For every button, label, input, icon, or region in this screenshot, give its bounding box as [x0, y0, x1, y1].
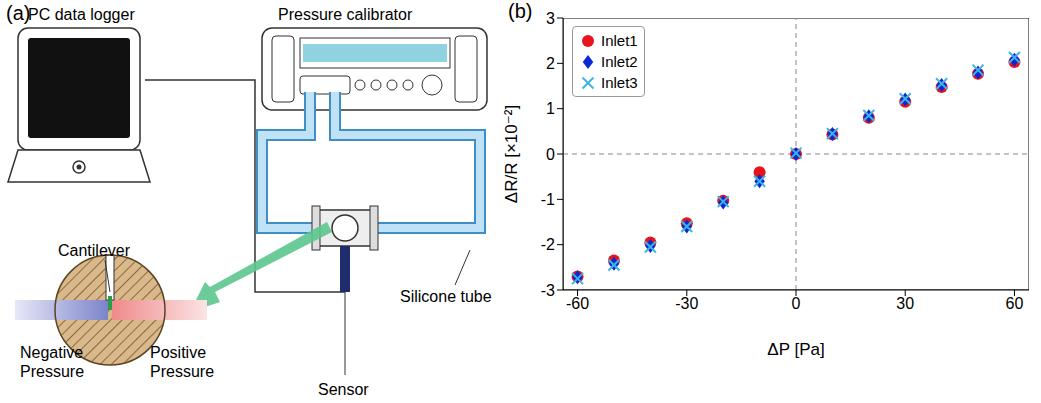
html-text:Inlet3: Inlet3	[601, 74, 638, 91]
html-text:(b): (b)	[508, 0, 533, 22]
svg-text:PositivePressure: PositivePressure	[150, 344, 214, 380]
svg-text:NegativePressure: NegativePressure	[20, 344, 84, 380]
svg-text:-1: -1	[541, 191, 555, 208]
svg-text:Silicone tube: Silicone tube	[400, 288, 492, 305]
svg-text:30: 30	[896, 295, 914, 312]
svg-text:PC data logger: PC data logger	[28, 6, 135, 23]
svg-text:-60: -60	[566, 295, 589, 312]
svg-text:ΔR/R [×10⁻²]: ΔR/R [×10⁻²]	[502, 105, 521, 203]
svg-text:(a): (a)	[6, 2, 30, 24]
svg-text:-2: -2	[541, 236, 555, 253]
svg-text:60: 60	[1006, 295, 1024, 312]
svg-text:-3: -3	[541, 282, 555, 299]
svg-text:0: 0	[546, 146, 555, 163]
svg-text:0: 0	[792, 295, 801, 312]
svg-text:Pressure calibrator: Pressure calibrator	[278, 6, 413, 23]
svg-text:Sensor: Sensor	[318, 381, 369, 398]
svg-text:-30: -30	[675, 295, 698, 312]
svg-text:1: 1	[546, 100, 555, 117]
svg-text:3: 3	[546, 10, 555, 27]
svg-text:2: 2	[546, 55, 555, 72]
svg-text:Cantilever: Cantilever	[58, 242, 131, 259]
html-text:Inlet1: Inlet1	[601, 32, 638, 49]
svg-text:ΔP [Pa]: ΔP [Pa]	[767, 340, 824, 359]
html-text:Inlet2: Inlet2	[601, 53, 638, 70]
